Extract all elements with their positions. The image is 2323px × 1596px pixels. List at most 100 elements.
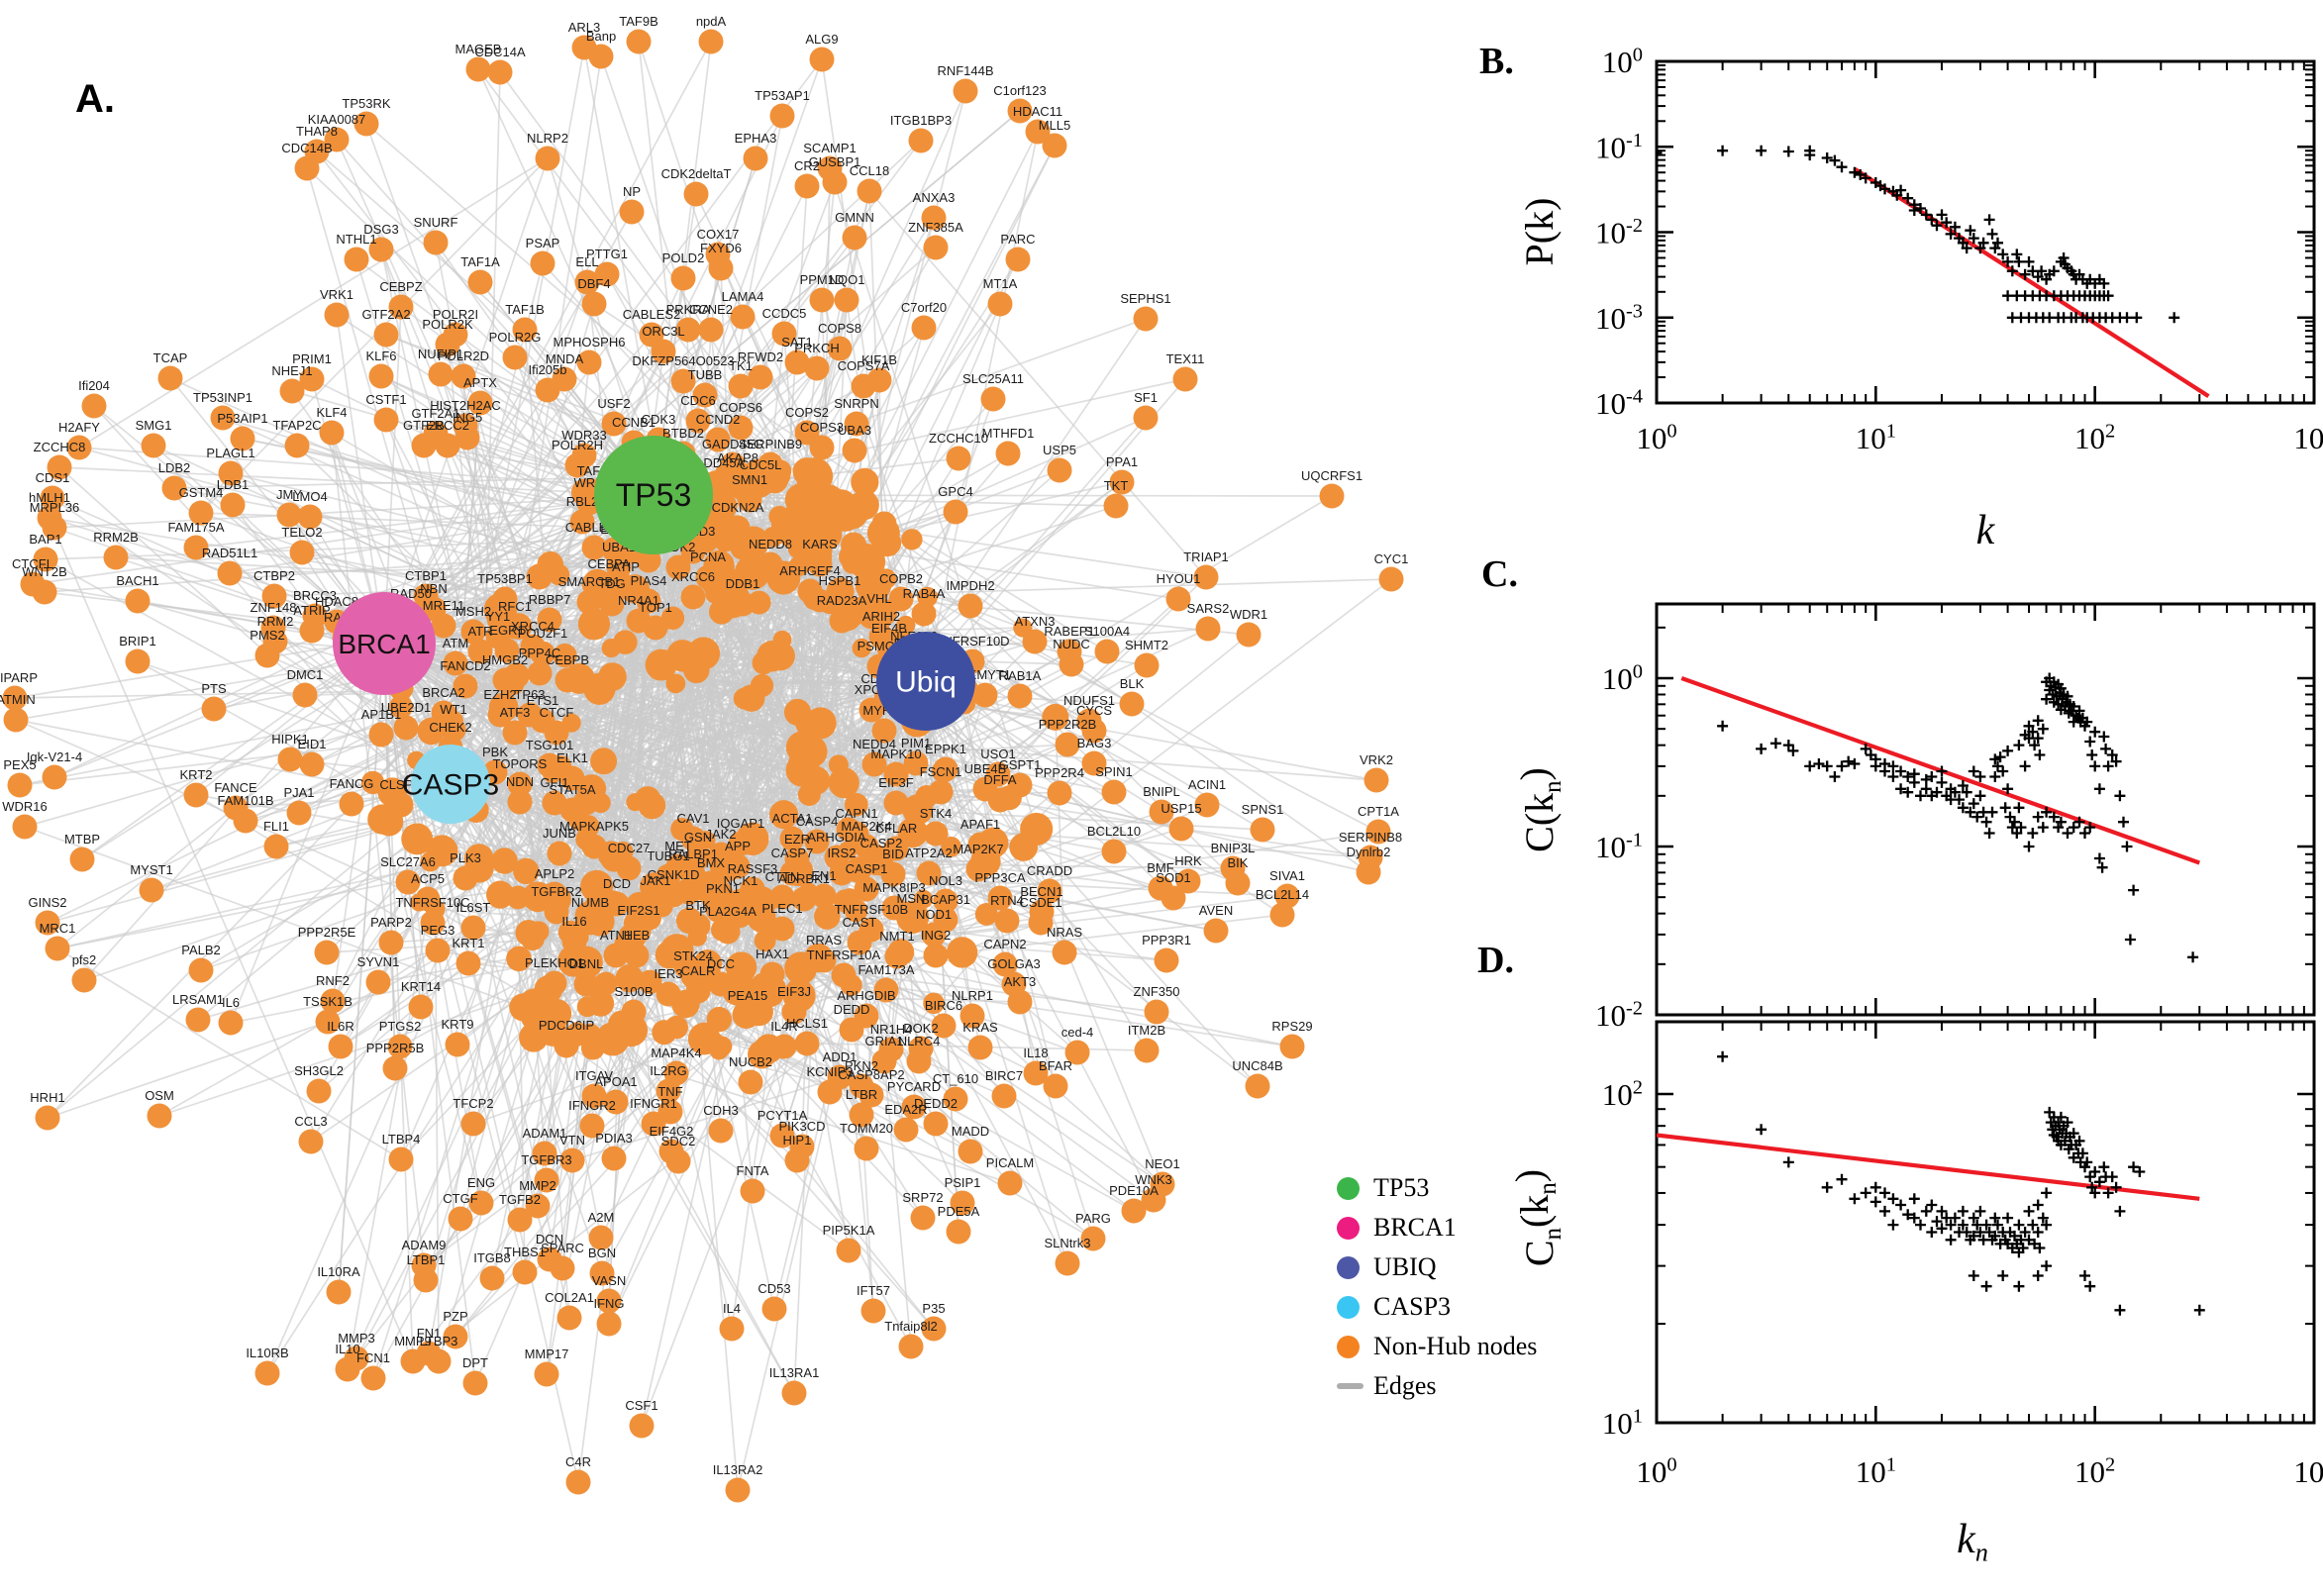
svg-text:APOA1: APOA1 [594, 1074, 637, 1089]
svg-text:RRM2: RRM2 [257, 614, 294, 629]
svg-text:CTTN: CTTN [765, 869, 800, 884]
svg-text:MT1A: MT1A [983, 276, 1018, 291]
svg-text:DPT: DPT [462, 1355, 488, 1370]
svg-text:EDA2R: EDA2R [884, 1102, 927, 1117]
legend-label: CASP3 [1373, 1292, 1452, 1321]
svg-text:ZNF148: ZNF148 [251, 600, 297, 615]
svg-text:KRT2: KRT2 [180, 767, 213, 782]
svg-text:MPHOSPH6: MPHOSPH6 [554, 335, 626, 349]
svg-text:BLK: BLK [1120, 676, 1145, 691]
svg-text:103: 103 [2293, 421, 2323, 455]
svg-text:PKN1: PKN1 [706, 881, 740, 896]
svg-text:EZH2: EZH2 [483, 687, 516, 702]
svg-text:CEBPZ: CEBPZ [379, 279, 422, 294]
svg-text:103: 103 [2293, 1454, 2323, 1489]
svg-text:BID: BID [882, 847, 904, 861]
svg-text:RALBP1: RALBP1 [668, 847, 718, 861]
svg-text:BECN1: BECN1 [1020, 884, 1062, 899]
svg-text:TRIAP1: TRIAP1 [1183, 549, 1229, 564]
svg-text:PALB2: PALB2 [181, 943, 221, 957]
svg-text:SRP72: SRP72 [902, 1190, 943, 1205]
svg-text:POLD2: POLD2 [662, 250, 705, 265]
svg-text:PPP3R1: PPP3R1 [1142, 933, 1191, 948]
svg-text:SIVA1: SIVA1 [1269, 868, 1305, 883]
svg-text:PTGS2: PTGS2 [379, 1019, 422, 1034]
svg-text:MLL5: MLL5 [1039, 118, 1071, 133]
svg-text:ITGB1BP3: ITGB1BP3 [890, 113, 952, 128]
svg-text:ZNF385A: ZNF385A [908, 220, 963, 235]
svg-text:COPS3: COPS3 [800, 420, 844, 435]
svg-text:ING2: ING2 [921, 928, 951, 943]
svg-text:WT1: WT1 [440, 702, 466, 717]
svg-text:TP63: TP63 [514, 687, 545, 702]
svg-text:PLAGL1: PLAGL1 [206, 446, 254, 460]
svg-text:IL6: IL6 [222, 995, 240, 1010]
svg-text:MTHFD1: MTHFD1 [982, 426, 1035, 441]
svg-text:SPNS1: SPNS1 [1242, 802, 1284, 817]
svg-text:RFWD2: RFWD2 [738, 349, 783, 364]
svg-text:BCL2L14: BCL2L14 [1256, 887, 1309, 902]
svg-text:PDCD6IP: PDCD6IP [539, 1018, 594, 1033]
svg-text:SERPINB8: SERPINB8 [1339, 830, 1402, 845]
svg-text:PLEKHO1: PLEKHO1 [525, 955, 584, 970]
svg-text:TFCP2: TFCP2 [453, 1096, 493, 1111]
svg-text:k: k [1976, 508, 1996, 553]
svg-text:XRCC6: XRCC6 [671, 569, 715, 584]
svg-text:EIF3J: EIF3J [777, 984, 811, 999]
svg-text:CCL18: CCL18 [850, 163, 889, 178]
svg-text:NUDC: NUDC [1053, 637, 1090, 651]
svg-text:FANCE: FANCE [214, 780, 257, 795]
svg-text:CDS1: CDS1 [36, 470, 70, 485]
svg-text:MRC1: MRC1 [40, 921, 76, 936]
svg-text:IL18: IL18 [1023, 1046, 1048, 1060]
svg-text:H2AFY: H2AFY [58, 420, 100, 435]
scatter-points-b [1657, 145, 2180, 324]
svg-text:PKN2: PKN2 [845, 1058, 878, 1073]
svg-text:VTN: VTN [559, 1133, 585, 1147]
svg-text:PMS2: PMS2 [250, 628, 284, 643]
svg-text:LTBP3: LTBP3 [420, 1334, 458, 1348]
svg-text:FAM101B: FAM101B [217, 793, 273, 808]
svg-text:CPT1A: CPT1A [1358, 804, 1399, 819]
svg-text:MAP2K7: MAP2K7 [953, 842, 1003, 856]
svg-text:CAPN1: CAPN1 [835, 806, 877, 821]
svg-text:APAF1: APAF1 [960, 817, 1000, 832]
svg-text:WDR1: WDR1 [1230, 607, 1267, 622]
svg-text:NUMB: NUMB [571, 895, 609, 910]
svg-text:TNFRSF10A: TNFRSF10A [807, 948, 881, 962]
svg-text:GINS2: GINS2 [28, 895, 66, 910]
svg-text:GUSBP1: GUSBP1 [809, 154, 861, 169]
svg-text:PDE5A: PDE5A [938, 1204, 980, 1219]
svg-text:COX17: COX17 [697, 227, 740, 242]
svg-text:GMNN: GMNN [835, 210, 874, 225]
svg-text:MAPK8IP3: MAPK8IP3 [862, 880, 926, 895]
svg-text:KRT14: KRT14 [401, 979, 441, 994]
svg-text:CCND2: CCND2 [696, 412, 741, 427]
svg-text:HRK: HRK [1174, 853, 1202, 868]
svg-text:EGR1: EGR1 [489, 623, 524, 638]
svg-text:PZP: PZP [443, 1309, 467, 1324]
svg-text:CSF1: CSF1 [625, 1398, 657, 1413]
svg-text:NLRP1: NLRP1 [952, 988, 993, 1003]
svg-text:MNDA: MNDA [546, 351, 584, 366]
svg-text:MAPKAPK5: MAPKAPK5 [559, 819, 629, 834]
svg-text:DKFZP564O0523: DKFZP564O0523 [632, 353, 734, 368]
svg-text:KARS: KARS [802, 537, 838, 551]
svg-text:PSIP1: PSIP1 [945, 1175, 981, 1190]
network-legend: TP53 BRCA1 UBIQ CASP3 Non-Hub nodes Edge… [1337, 1168, 1537, 1406]
svg-text:COPS2: COPS2 [785, 405, 829, 420]
svg-text:BRIP1: BRIP1 [119, 634, 156, 648]
svg-text:PCNA: PCNA [690, 549, 726, 564]
svg-text:SMN1: SMN1 [732, 472, 767, 487]
svg-text:CASP8AP2: CASP8AP2 [838, 1067, 904, 1082]
svg-text:ORC3L: ORC3L [642, 324, 684, 339]
svg-text:USP15: USP15 [1161, 801, 1201, 816]
legend-item-nonhub: Non-Hub nodes [1337, 1327, 1537, 1366]
svg-text:CALR: CALR [681, 963, 716, 978]
svg-text:BTBD2: BTBD2 [662, 426, 704, 441]
svg-text:100: 100 [1636, 421, 1676, 455]
panel-a-label: A. [75, 77, 115, 121]
svg-text:HAX1: HAX1 [756, 947, 789, 961]
svg-text:RAB4A: RAB4A [903, 586, 946, 601]
svg-text:100: 100 [1602, 661, 1643, 696]
